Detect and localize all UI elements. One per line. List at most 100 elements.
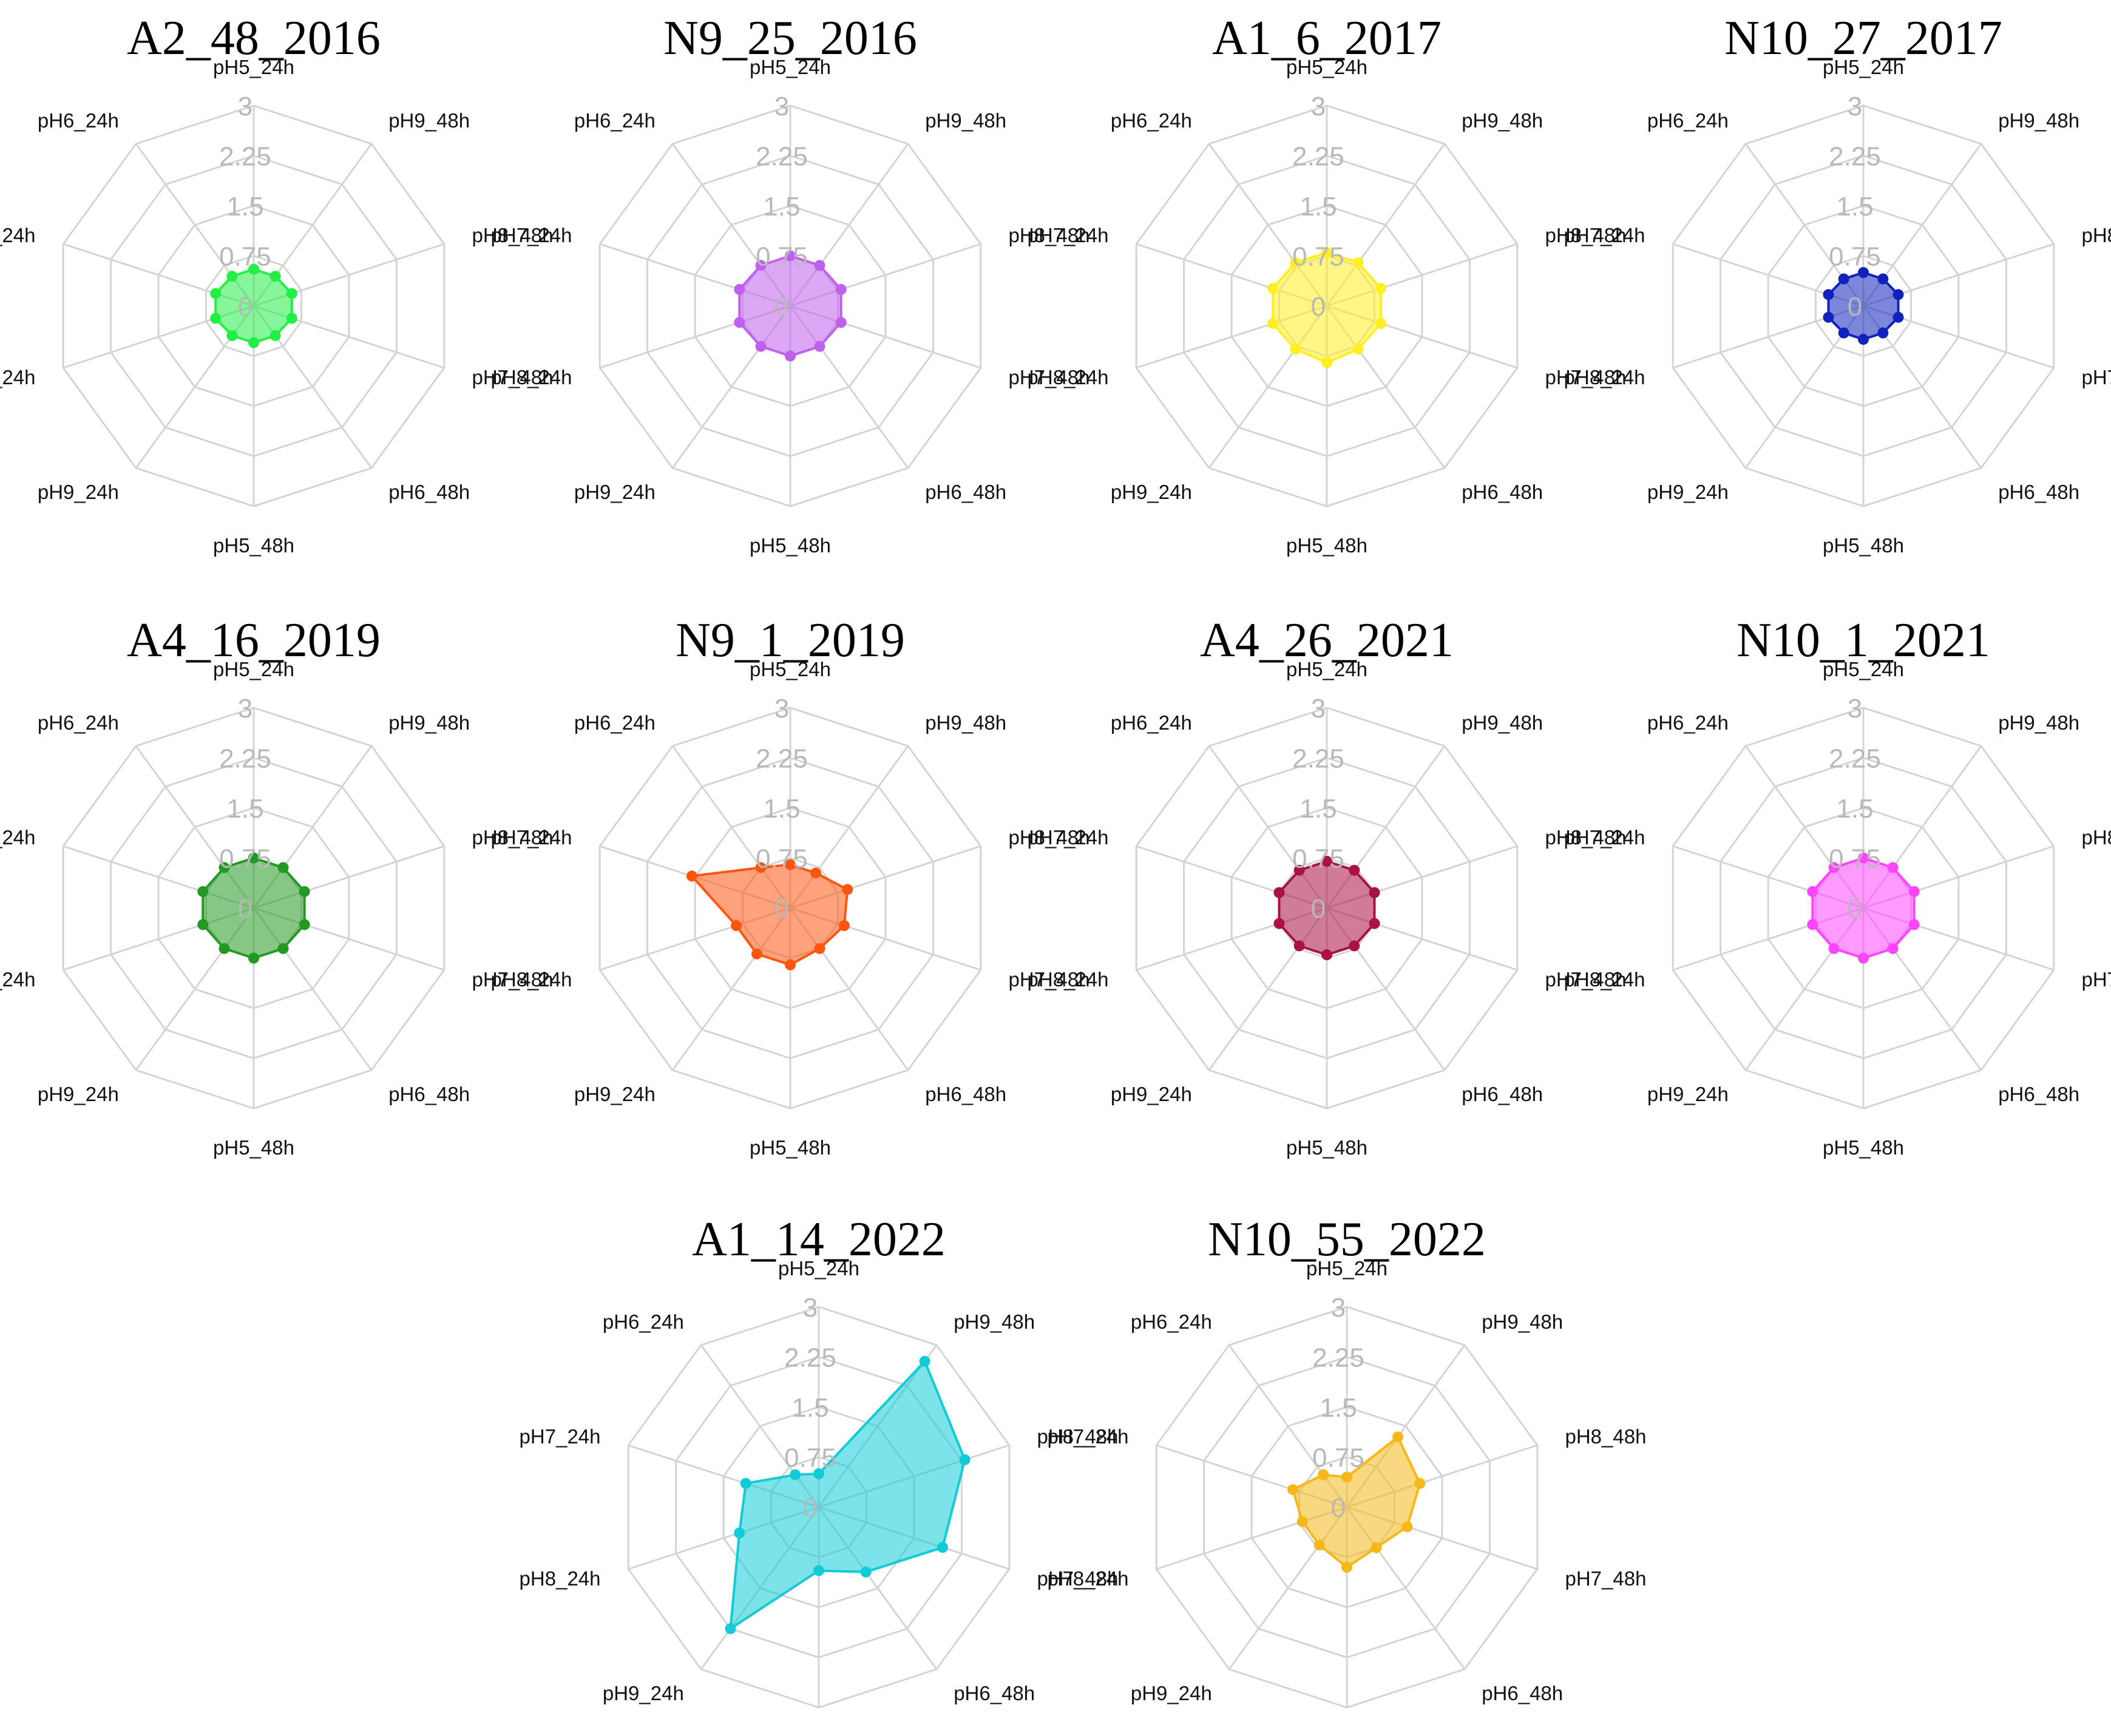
data-point	[1392, 1431, 1404, 1443]
axis-label: pH7_24h	[520, 1425, 601, 1448]
axis-label: pH5_24h	[750, 56, 831, 78]
data-point	[286, 313, 297, 324]
axis-label: pH7_24h	[491, 224, 572, 246]
axis-label: pH8_48h	[2082, 826, 2111, 849]
data-point	[755, 341, 767, 352]
tick-label: 0.75	[219, 242, 271, 272]
data-point	[269, 271, 281, 282]
data-point	[1287, 1484, 1299, 1496]
tick-label: 3	[1311, 694, 1326, 724]
axis-label: pH6_48h	[1998, 1083, 2079, 1105]
data-point	[686, 870, 697, 882]
radar-chart-a1-6-2017: A1_6_2017 0 0.75 1.5 2.25 3 pH5_24h pH9_48h pH8_…	[1028, 12, 1627, 557]
axis-label: pH8_24h	[491, 366, 572, 388]
axis-label: pH8_48h	[472, 826, 554, 849]
axis-label: pH7_24h	[0, 224, 36, 246]
data-point	[1858, 334, 1869, 345]
data-point	[835, 283, 847, 295]
data-point	[731, 920, 742, 931]
axis-label: pH5_24h	[213, 658, 294, 680]
tick-label: 0.75	[1829, 844, 1881, 874]
data-point	[1877, 273, 1889, 285]
tick-label: 0.75	[1829, 242, 1881, 272]
axis-label: pH7_48h	[2082, 366, 2111, 388]
axis-label: pH6_24h	[38, 711, 119, 734]
axis-label: pH5_48h	[1823, 1136, 1904, 1159]
data-point	[734, 1527, 745, 1539]
data-point	[1401, 1521, 1413, 1533]
tick-label: 0.75	[1312, 1443, 1364, 1473]
data-point	[1352, 257, 1364, 268]
axis-label: pH5_24h	[1823, 658, 1904, 680]
data-point	[810, 867, 821, 879]
data-point	[734, 283, 745, 295]
tick-label: 1.5	[763, 192, 800, 222]
data-point	[1828, 862, 1840, 873]
radar-chart-a4-16-2019: A4_16_2019 0 0.75 1.5 2.25 3 pH5_24h pH9_48h pH8…	[0, 614, 553, 1159]
tick-label: 0.75	[756, 844, 808, 874]
data-point	[299, 886, 310, 897]
data-point	[814, 341, 825, 352]
radar-chart-n9-25-2016: N9_25_2016 0 0.75 1.5 2.25 3 pH5_24h pH9_48h pH8…	[491, 12, 1090, 557]
axis-label: pH8_24h	[1048, 1567, 1129, 1590]
axis-label: pH6_48h	[388, 1083, 470, 1105]
axis-label: pH8_24h	[1028, 968, 1109, 991]
axis-label: pH8_48h	[1009, 826, 1090, 849]
data-point	[248, 952, 259, 964]
data-point	[1877, 327, 1889, 339]
axis-label: pH6_48h	[925, 1083, 1006, 1105]
tick-label: 0	[1848, 894, 1862, 924]
axis-label: pH7_48h	[1565, 1567, 1647, 1590]
radar-chart-n10-1-2021: N10_1_2021 0 0.75 1.5 2.25 3 pH5_24h pH9_48h pH8…	[1564, 614, 2111, 1159]
tick-label: 0	[1331, 1493, 1346, 1523]
tick-label: 1.5	[226, 192, 263, 222]
axis-label: pH7_48h	[1009, 366, 1090, 388]
tick-label: 2.25	[784, 1343, 836, 1373]
chart-title: N9_25_2016	[663, 12, 917, 65]
data-point	[1293, 940, 1305, 952]
axis-label: pH7_24h	[1564, 224, 1645, 246]
data-point	[1807, 886, 1818, 897]
tick-label: 2.25	[1312, 1343, 1364, 1373]
axis-label: pH8_48h	[1545, 826, 1627, 849]
axis-label: pH6_24h	[574, 109, 656, 132]
data-point	[751, 948, 762, 960]
axis-label: pH8_48h	[1037, 1425, 1119, 1448]
tick-label: 0	[774, 894, 789, 924]
data-point	[785, 859, 796, 870]
axis-label: pH7_48h	[1037, 1567, 1119, 1590]
tick-label: 3	[1311, 92, 1326, 121]
axis-label: pH9_24h	[574, 1083, 656, 1105]
tick-label: 3	[1848, 92, 1862, 121]
series-area	[1827, 271, 1900, 341]
data-point	[725, 1623, 736, 1635]
radar-chart-n10-27-2017: N10_27_2017 0 0.75 1.5 2.25 3 pH5_24h pH9_48h pH…	[1564, 12, 2111, 557]
data-point	[248, 337, 259, 348]
axis-label: pH9_24h	[38, 481, 119, 503]
data-point	[210, 313, 222, 324]
axis-label: pH7_48h	[472, 968, 554, 991]
radar-chart-n9-1-2019: N9_1_2019 0 0.75 1.5 2.25 3 pH5_24h pH9_48h pH8_…	[491, 614, 1090, 1159]
tick-label: 0.75	[1292, 844, 1344, 874]
axis-label: pH5_24h	[1306, 1257, 1388, 1280]
axis-label: pH8_48h	[1545, 224, 1627, 246]
data-point	[1352, 344, 1364, 355]
axis-label: pH8_48h	[1009, 224, 1090, 246]
tick-label: 2.25	[756, 744, 808, 774]
data-point	[1858, 852, 1869, 864]
axis-label: pH5_48h	[213, 1136, 294, 1159]
data-point	[1887, 943, 1899, 954]
tick-label: 0	[238, 894, 252, 924]
tick-label: 2.25	[1292, 744, 1344, 774]
tick-label: 0.75	[756, 242, 808, 272]
tick-label: 0.75	[784, 1443, 836, 1473]
axis-label: pH9_48h	[954, 1310, 1035, 1333]
axis-label: pH5_48h	[1823, 534, 1904, 557]
data-point	[299, 919, 310, 931]
data-point	[919, 1355, 930, 1367]
axis-label: pH9_24h	[574, 481, 656, 503]
axis-label: pH5_48h	[750, 1136, 831, 1159]
axis-label: pH6_24h	[38, 109, 119, 132]
series-area	[1278, 860, 1376, 956]
data-point	[197, 919, 209, 931]
